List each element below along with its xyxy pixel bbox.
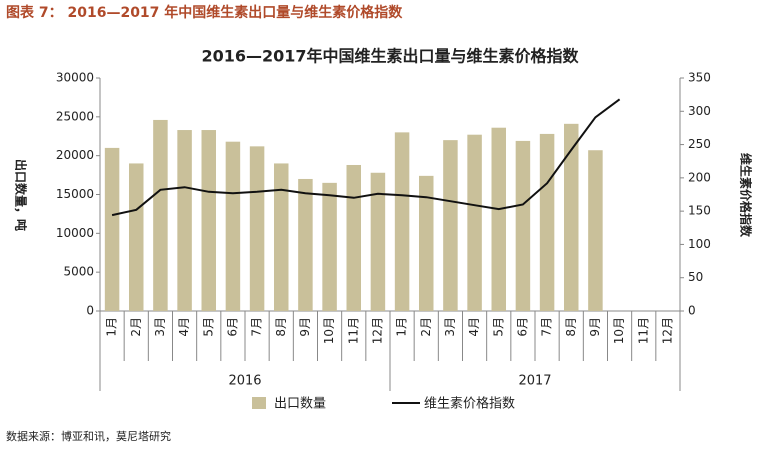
x-tick-label: 5月 xyxy=(491,317,505,337)
legend-label: 出口数量 xyxy=(274,397,326,412)
x-tick-label: 6月 xyxy=(515,317,529,337)
legend-label: 维生素价格指数 xyxy=(424,396,515,412)
chart-title: 2016—2017年中国维生素出口量与维生素价格指数 xyxy=(201,47,579,66)
bar xyxy=(274,163,289,311)
x-tick-label: 7月 xyxy=(250,317,264,337)
y2-tick-label: 300 xyxy=(688,104,711,118)
x-tick-label: 9月 xyxy=(588,317,602,337)
y2-tick-label: 150 xyxy=(688,204,711,218)
bar xyxy=(322,182,337,311)
y2-tick-label: 0 xyxy=(688,304,696,318)
bar xyxy=(249,146,265,311)
x-tick-label: 10月 xyxy=(612,317,626,344)
x-tick-label: 2月 xyxy=(419,317,433,337)
bar xyxy=(394,132,410,311)
x-tick-label: 12月 xyxy=(370,317,384,344)
y2-tick-label: 250 xyxy=(688,137,711,151)
y-tick-label: 10000 xyxy=(56,226,94,240)
y2-axis-label: 维生素价格指数 xyxy=(739,153,754,238)
x-tick-label: 4月 xyxy=(177,317,191,337)
x-tick-label: 1月 xyxy=(395,317,409,337)
bar xyxy=(370,172,386,311)
y-tick-label: 0 xyxy=(86,304,94,318)
y2-tick-label: 50 xyxy=(688,270,703,284)
x-tick-label: 7月 xyxy=(540,317,554,337)
year-label: 2017 xyxy=(518,374,551,389)
x-tick-label: 2月 xyxy=(129,317,143,337)
x-tick-label: 8月 xyxy=(274,317,288,337)
bar xyxy=(298,178,313,311)
bar xyxy=(443,140,458,311)
y-tick-label: 15000 xyxy=(56,187,94,201)
y-axis-label: 出口数量，吨 xyxy=(14,159,29,231)
x-tick-label: 3月 xyxy=(153,317,167,337)
bar xyxy=(177,130,192,311)
x-tick-label: 10月 xyxy=(322,317,336,344)
bar xyxy=(104,147,120,311)
bar xyxy=(515,140,531,311)
bar xyxy=(564,123,579,311)
bar xyxy=(346,164,361,311)
bar xyxy=(225,141,241,311)
legend-swatch xyxy=(252,397,266,409)
line xyxy=(111,98,621,217)
y-tick-label: 20000 xyxy=(56,148,94,162)
bar xyxy=(588,150,603,311)
x-tick-label: 12月 xyxy=(660,317,674,344)
source: 数据来源：博亚和讯，莫尼塔研究 xyxy=(6,429,171,443)
bar xyxy=(129,163,144,311)
x-tick-label: 11月 xyxy=(346,317,360,344)
y2-tick-label: 100 xyxy=(688,237,711,251)
year-label: 2016 xyxy=(228,374,261,389)
x-tick-label: 3月 xyxy=(443,317,457,337)
bar xyxy=(491,127,506,311)
x-tick-label: 8月 xyxy=(564,317,578,337)
x-tick-label: 11月 xyxy=(636,317,650,344)
y-tick-label: 25000 xyxy=(56,109,94,123)
bar xyxy=(201,130,216,311)
y-tick-label: 30000 xyxy=(56,71,94,85)
y-tick-label: 5000 xyxy=(63,265,94,279)
bar xyxy=(467,134,482,311)
x-tick-label: 6月 xyxy=(225,317,239,337)
x-tick-label: 4月 xyxy=(467,317,481,337)
x-tick-label: 9月 xyxy=(298,317,312,337)
y2-tick-label: 200 xyxy=(688,170,711,184)
bar xyxy=(539,133,555,311)
header: 图表 7： 2016—2017 年中国维生素出口量与维生素价格指数 xyxy=(6,4,403,21)
bar xyxy=(153,119,168,311)
y2-tick-label: 350 xyxy=(688,71,711,85)
x-tick-label: 5月 xyxy=(201,317,215,337)
bar xyxy=(419,175,434,311)
x-tick-label: 1月 xyxy=(105,317,119,337)
